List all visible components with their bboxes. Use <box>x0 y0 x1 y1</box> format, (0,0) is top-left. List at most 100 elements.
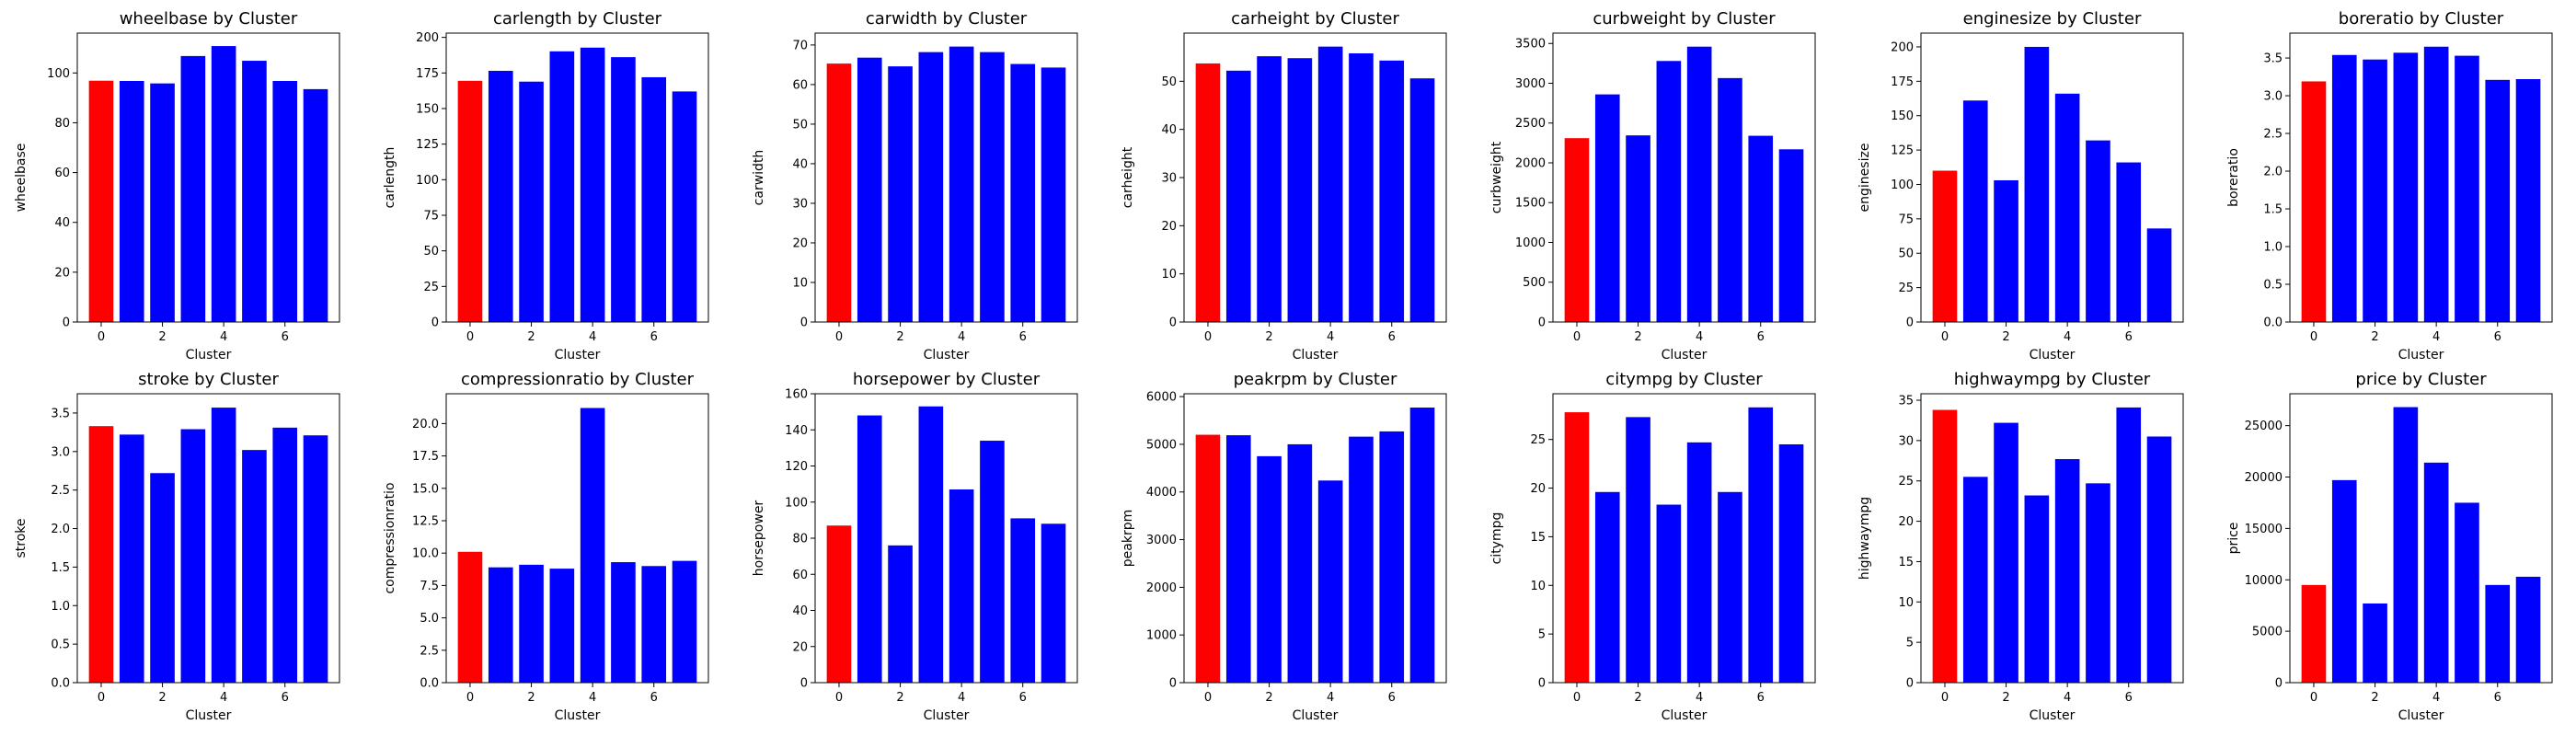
bar-cluster-1 <box>1594 491 1620 683</box>
bar-cluster-1 <box>119 80 144 322</box>
y-tick-label: 3000 <box>1515 77 1546 91</box>
y-tick-label: 20.0 <box>412 418 439 431</box>
bar-cluster-7 <box>2515 79 2541 323</box>
bar-cluster-0 <box>1195 434 1221 683</box>
bar-cluster-2 <box>1257 455 1282 683</box>
x-tick-label: 4 <box>220 330 227 344</box>
x-tick-label: 4 <box>1696 691 1703 705</box>
bar-cluster-4 <box>1686 442 1712 683</box>
y-tick-label: 0 <box>1169 677 1177 691</box>
y-tick-label: 50 <box>1161 75 1177 89</box>
plot-frame <box>814 32 1078 323</box>
y-tick-label: 0.0 <box>51 677 70 691</box>
x-tick-label: 6 <box>2125 691 2133 705</box>
y-tick-label: 3000 <box>1146 534 1177 547</box>
x-tick-label: 0 <box>98 691 105 705</box>
x-tick-label: 2 <box>2002 691 2009 705</box>
y-tick-label: 50 <box>792 118 808 132</box>
y-axis-label: boreratio <box>2226 148 2241 207</box>
bar-cluster-6 <box>1748 135 1774 322</box>
y-tick-label: 0.5 <box>2263 279 2283 293</box>
x-tick-label: 6 <box>1019 691 1027 705</box>
x-tick-label: 0 <box>466 691 474 705</box>
y-tick-label: 3.5 <box>51 407 70 420</box>
bar-cluster-1 <box>857 415 882 683</box>
bar-cluster-1 <box>488 567 513 683</box>
bar-cluster-7 <box>2146 436 2172 683</box>
x-tick-label: 0 <box>835 330 843 344</box>
x-tick-label: 4 <box>220 691 227 705</box>
x-tick-label: 2 <box>527 330 535 344</box>
y-tick-label: 1.0 <box>51 600 70 614</box>
y-tick-label: 5 <box>1538 628 1546 642</box>
chart-title: citympg by Cluster <box>1605 370 1763 389</box>
y-tick-label: 60 <box>792 78 808 92</box>
y-tick-label: 0.0 <box>2263 316 2283 330</box>
y-tick-label: 120 <box>785 460 808 474</box>
bar-cluster-6 <box>2485 584 2511 683</box>
bar-cluster-0 <box>1564 138 1590 322</box>
x-tick-label: 6 <box>1388 691 1396 705</box>
x-tick-label: 6 <box>1757 330 1765 344</box>
bar-cluster-5 <box>242 450 267 683</box>
bar-cluster-1 <box>488 70 513 323</box>
y-axis-label: peakrpm <box>1121 510 1135 567</box>
bar-cluster-3 <box>2393 52 2419 323</box>
y-tick-label: 20 <box>54 266 70 280</box>
bar-cluster-6 <box>1748 407 1774 683</box>
x-tick-label: 6 <box>282 330 289 344</box>
x-tick-label: 6 <box>650 691 658 705</box>
bar-cluster-0 <box>1564 412 1590 683</box>
y-tick-label: 60 <box>54 167 70 180</box>
bar-cluster-2 <box>888 66 913 323</box>
x-tick-label: 6 <box>1388 330 1396 344</box>
y-tick-label: 5000 <box>1146 438 1177 452</box>
y-tick-label: 0 <box>1169 316 1177 330</box>
y-axis-label: enginesize <box>1857 144 1872 213</box>
x-tick-label: 0 <box>1573 330 1581 344</box>
bar-cluster-4 <box>2423 46 2449 323</box>
chart-title: carwidth by Cluster <box>866 9 1028 29</box>
y-tick-label: 25 <box>1530 433 1546 447</box>
bar-cluster-1 <box>1225 70 1251 322</box>
y-tick-label: 30 <box>792 197 808 211</box>
bar-cluster-6 <box>2116 407 2142 683</box>
x-tick-label: 2 <box>158 330 166 344</box>
y-tick-label: 25 <box>1898 282 1914 295</box>
plot-frame <box>1552 393 1816 684</box>
bar-cluster-3 <box>1287 58 1313 323</box>
bar-cluster-7 <box>672 560 697 683</box>
bar-cluster-6 <box>641 76 667 322</box>
x-tick-label: 4 <box>2432 691 2440 705</box>
bar-cluster-5 <box>980 52 1005 322</box>
y-axis-label: carlength <box>383 147 397 209</box>
bar-cluster-5 <box>1349 52 1374 322</box>
bar-cluster-2 <box>150 473 175 683</box>
bar-cluster-7 <box>1041 523 1066 683</box>
y-tick-label: 15 <box>1530 531 1546 545</box>
bar-cluster-5 <box>1718 491 1742 683</box>
x-tick-label: 6 <box>1019 330 1027 344</box>
x-axis-label: Cluster <box>555 348 601 362</box>
y-tick-label: 70 <box>792 39 808 52</box>
y-tick-label: 3.0 <box>2263 90 2283 104</box>
y-tick-label: 0 <box>431 316 439 330</box>
y-tick-label: 200 <box>1891 40 1914 54</box>
subplot-carlength: carlength by Cluster 0 25 50 75 100 125 150 175 2… <box>383 9 709 362</box>
bar-cluster-7 <box>672 91 697 322</box>
y-tick-label: 100 <box>47 67 70 81</box>
x-axis-label: Cluster <box>1662 348 1708 362</box>
x-tick-label: 4 <box>1327 691 1334 705</box>
x-tick-label: 0 <box>1204 330 1212 344</box>
y-tick-label: 2.5 <box>2263 128 2283 142</box>
bar-cluster-0 <box>88 426 114 683</box>
bar-cluster-6 <box>1379 60 1405 322</box>
x-tick-label: 2 <box>1634 691 1641 705</box>
y-tick-label: 0 <box>2275 677 2283 691</box>
y-tick-label: 0 <box>1906 316 1914 330</box>
y-tick-label: 1500 <box>1515 197 1546 211</box>
bar-cluster-7 <box>1778 443 1804 683</box>
x-tick-label: 2 <box>1265 691 1272 705</box>
bar-cluster-5 <box>1718 77 1742 322</box>
y-tick-label: 150 <box>416 102 439 116</box>
